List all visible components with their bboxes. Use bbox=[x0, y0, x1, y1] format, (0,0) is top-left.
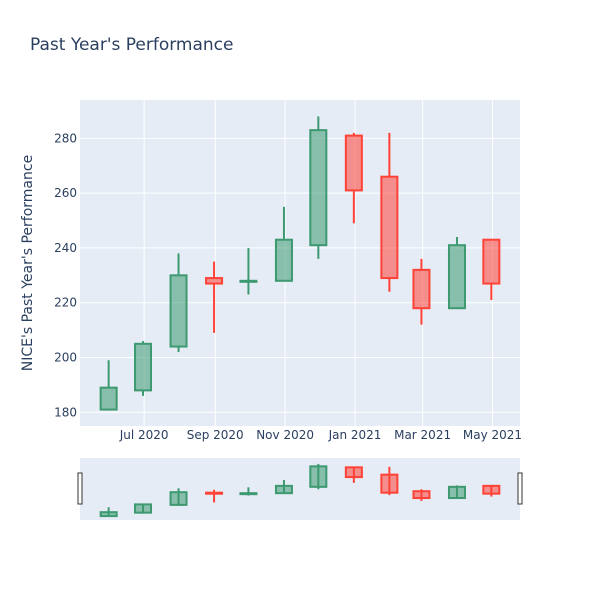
mini-candle-body bbox=[274, 484, 293, 495]
x-tick-labels: Jul 2020 Sep 2020 Nov 2020 Jan 2021 Mar 2021… bbox=[119, 428, 522, 442]
mini-candle-body bbox=[205, 491, 224, 495]
x-tick-label: Nov 2020 bbox=[256, 428, 314, 442]
mini-candle-body bbox=[239, 492, 258, 496]
mini-candle bbox=[309, 463, 328, 490]
range-slider-candles bbox=[99, 463, 501, 518]
mini-candle bbox=[274, 480, 293, 495]
y-tick-label: 260 bbox=[54, 186, 77, 200]
mini-candle bbox=[205, 489, 224, 503]
candle-body bbox=[309, 129, 328, 247]
range-slider-left-handle[interactable] bbox=[77, 472, 83, 505]
candle[interactable] bbox=[205, 261, 224, 333]
candle[interactable] bbox=[274, 206, 293, 282]
y-tick-label: 200 bbox=[54, 351, 77, 365]
mini-candle bbox=[482, 484, 501, 497]
mini-candle-body bbox=[99, 511, 118, 518]
mini-candle bbox=[169, 488, 188, 506]
mini-candle-body bbox=[482, 484, 501, 495]
mini-candle bbox=[134, 503, 153, 514]
y-tick-label: 280 bbox=[54, 131, 77, 145]
candle[interactable] bbox=[239, 247, 258, 295]
mini-candle-body bbox=[169, 491, 188, 506]
range-slider-right-handle[interactable] bbox=[517, 472, 523, 505]
mini-candle bbox=[344, 466, 363, 483]
range-slider[interactable] bbox=[80, 458, 520, 520]
mini-candle-body bbox=[380, 473, 399, 494]
candle-body bbox=[447, 244, 466, 310]
mini-candle-body bbox=[134, 503, 153, 514]
plot-area[interactable] bbox=[80, 100, 520, 426]
candle[interactable] bbox=[344, 132, 363, 224]
chart-title: Past Year's Performance bbox=[30, 35, 234, 55]
candle[interactable] bbox=[99, 360, 118, 411]
mini-candle bbox=[99, 507, 118, 518]
mini-candle-body bbox=[309, 465, 328, 488]
y-axis-title: NICE's Past Year's Performance bbox=[20, 155, 36, 371]
x-tick-label: Jan 2021 bbox=[328, 428, 382, 442]
candle[interactable] bbox=[309, 116, 328, 259]
mini-candle bbox=[447, 485, 466, 500]
candles bbox=[99, 116, 501, 411]
x-tick-label: May 2021 bbox=[463, 428, 522, 442]
mini-candle bbox=[380, 466, 399, 496]
candle[interactable] bbox=[412, 258, 431, 325]
gridlines bbox=[80, 100, 520, 426]
candle-body bbox=[344, 134, 363, 192]
x-tick-label: Mar 2021 bbox=[394, 428, 451, 442]
candle-body bbox=[99, 386, 118, 411]
y-tick-label: 240 bbox=[54, 241, 77, 255]
candle[interactable] bbox=[482, 238, 501, 300]
y-tick-label: 220 bbox=[54, 296, 77, 310]
candle[interactable] bbox=[134, 341, 153, 396]
candle-body bbox=[239, 279, 258, 283]
x-tick-label: Jul 2020 bbox=[119, 428, 169, 442]
candle-body bbox=[412, 268, 431, 310]
mini-candle bbox=[412, 489, 431, 501]
candle[interactable] bbox=[447, 236, 466, 310]
y-tick-label: 180 bbox=[54, 405, 77, 419]
x-tick-label: Sep 2020 bbox=[187, 428, 244, 442]
candle-body bbox=[169, 274, 188, 348]
candle[interactable] bbox=[380, 132, 399, 292]
candle-body bbox=[482, 238, 501, 285]
y-tick-labels: 180 200 220 240 260 280 bbox=[54, 131, 77, 419]
mini-candle-body bbox=[344, 466, 363, 479]
candle-body bbox=[274, 238, 293, 282]
candle[interactable] bbox=[169, 253, 188, 353]
candle-body bbox=[134, 342, 153, 392]
mini-candle bbox=[239, 487, 258, 496]
candle-body bbox=[380, 175, 399, 280]
candle-body bbox=[205, 277, 224, 285]
mini-candle-body bbox=[447, 485, 466, 500]
mini-candle-body bbox=[412, 490, 431, 500]
